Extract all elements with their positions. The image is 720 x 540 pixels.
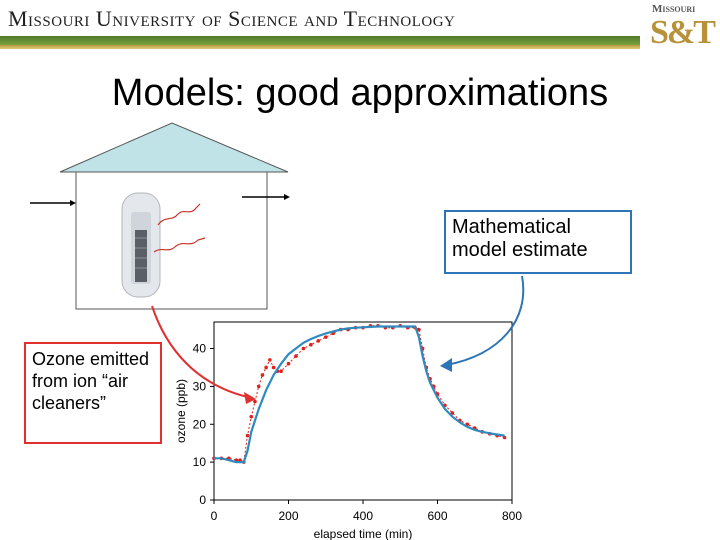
measured-point bbox=[268, 358, 272, 362]
y-tick-label: 10 bbox=[193, 455, 207, 469]
arrow-ozone-head bbox=[244, 392, 256, 404]
plot-frame bbox=[213, 321, 513, 501]
inflow-arrow-head bbox=[70, 200, 76, 206]
measured-point bbox=[245, 433, 250, 438]
y-tick-label: 20 bbox=[193, 417, 207, 431]
measured-point bbox=[256, 384, 261, 389]
measured-point bbox=[249, 414, 254, 419]
outflow-arrow-head bbox=[284, 194, 290, 200]
measured-point bbox=[417, 327, 421, 332]
measured-point bbox=[502, 435, 507, 440]
x-axis-label: elapsed time (min) bbox=[314, 527, 413, 540]
x-tick-label: 200 bbox=[278, 509, 298, 523]
measured-point bbox=[271, 365, 276, 370]
measured-point bbox=[294, 354, 298, 358]
slide-title: Models: good approximations bbox=[111, 72, 609, 114]
header-green-bar bbox=[0, 36, 640, 45]
measured-point bbox=[316, 339, 321, 343]
air-cleaner-icon bbox=[121, 192, 161, 298]
measured-point bbox=[260, 373, 265, 377]
logo-missouri-text: Missouri bbox=[652, 3, 696, 15]
university-header-title: Missouri University of Science and Techn… bbox=[8, 6, 456, 31]
measured-point bbox=[309, 342, 313, 347]
measured-point bbox=[253, 399, 257, 404]
callout-ozone-emitted: Ozone emitted from ion “air cleaners” bbox=[24, 342, 162, 444]
header-gold-bar bbox=[0, 45, 640, 49]
ozone-squiggle-upper bbox=[157, 203, 201, 226]
x-tick-label: 400 bbox=[353, 509, 373, 523]
measured-point bbox=[286, 361, 291, 366]
measured-point bbox=[279, 369, 283, 374]
house-body bbox=[75, 171, 268, 310]
measured-point bbox=[323, 335, 328, 339]
arrow-ozone-to-chart bbox=[151, 305, 253, 399]
measured-point bbox=[450, 411, 455, 415]
x-tick-label: 0 bbox=[211, 509, 218, 523]
x-tick-label: 800 bbox=[502, 509, 522, 523]
y-tick-label: 40 bbox=[193, 342, 207, 356]
ozone-squiggle-lower bbox=[153, 237, 206, 253]
arrow-model-to-chart bbox=[445, 275, 525, 366]
x-tick-label: 600 bbox=[427, 509, 447, 523]
measured-point bbox=[301, 346, 306, 351]
y-axis-label: ozone (ppb) bbox=[174, 379, 188, 443]
y-tick-label: 30 bbox=[193, 379, 207, 393]
model-line bbox=[214, 325, 505, 464]
arrow-model-head bbox=[440, 358, 452, 372]
measured-point bbox=[264, 365, 268, 370]
logo-st: S&T bbox=[650, 14, 716, 51]
callout-model-estimate: Mathematical model estimate bbox=[444, 210, 632, 274]
y-tick-label: 0 bbox=[199, 493, 206, 507]
